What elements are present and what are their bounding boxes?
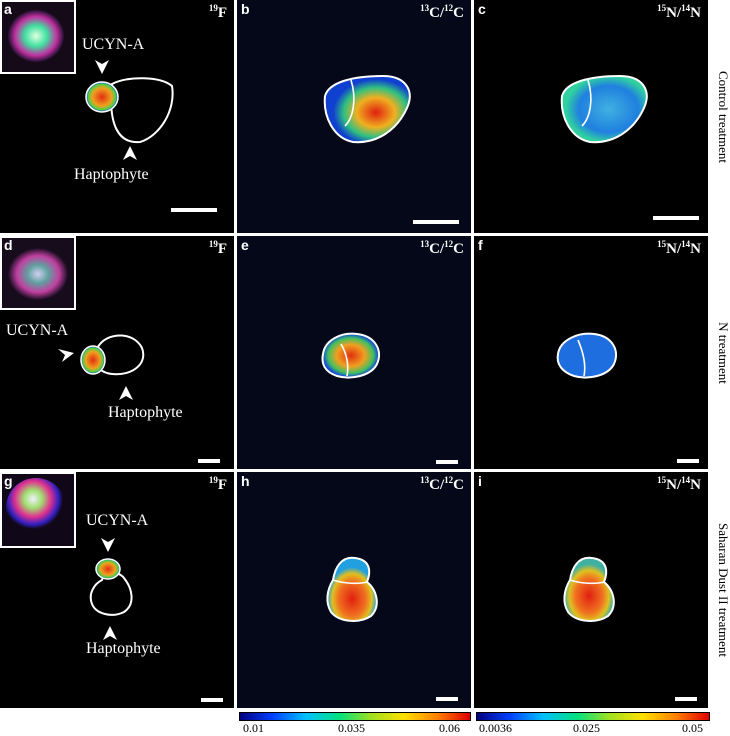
ucyn-a-cell [86,82,118,112]
ucyn-a-label: UCYN-A [86,512,149,529]
fluorescence-image-a [85,60,174,160]
panel-letter: h [241,473,250,489]
cell-outline [326,556,378,622]
scale-bar [436,697,458,701]
panel-b: b 13C/12C [237,0,471,233]
panel-h: h 13C/12C [237,472,471,708]
panel-g: g 19F UCYN-A Haptophyte [0,472,234,708]
overlay-inset-g [0,472,76,548]
colorbar-nitrogen [476,712,710,721]
cell-outline [563,556,615,622]
isotope-label: 15N/14N [657,475,701,493]
colorbar-tick: 0.05 [682,721,703,735]
colorbar-tick: 0.025 [573,721,600,735]
fluorescence-image-d [58,334,145,400]
ucyn-a-cell [95,558,121,580]
panel-letter: f [478,237,483,253]
ucyn-a-cell [80,345,106,375]
scale-bar [198,459,220,463]
haptophyte-label: Haptophyte [86,640,161,657]
haptophyte-label: Haptophyte [74,166,149,183]
nitrogen-ratio-image-i [563,556,615,622]
panel-letter: g [4,473,13,489]
panel-d: d 19F UCYN-A Haptophyte [0,236,234,469]
cell-outline [321,332,380,379]
isotope-label: 13C/12C [420,3,464,21]
arrowhead-hapto [103,626,117,640]
panel-letter: e [241,237,249,253]
carbon-ratio-image-h [326,556,378,622]
arrowhead-ucyn [95,60,109,74]
panel-letter: a [4,1,12,17]
arrowhead-hapto [119,386,133,400]
panel-c: c 15N/14N [474,0,708,233]
colorbar-carbon [239,712,471,721]
cell-outline [323,74,411,144]
row-label-saharan: Saharan Dust II treatment [716,523,730,657]
scale-bar [677,459,699,463]
arrowhead-ucyn [58,349,74,362]
row-label-control: Control treatment [716,70,730,163]
carbon-ratio-image-e [321,332,380,379]
haptophyte-label: Haptophyte [108,404,183,421]
isotope-label: 15N/14N [657,3,701,21]
scale-bar [675,697,697,701]
nitrogen-ratio-image-f [556,332,617,379]
scale-bar [436,460,458,464]
ucyn-a-label: UCYN-A [82,36,145,53]
cell-outline [556,332,617,379]
arrowhead-ucyn [101,538,115,552]
overlay-inset-a [0,0,76,74]
overlay-inset-d [0,236,76,310]
carbon-ratio-image-b [323,74,411,144]
panel-letter: d [4,237,13,253]
colorbar-tick: 0.0036 [479,721,512,735]
panel-letter: b [241,1,250,17]
isotope-label: 19F [208,3,227,21]
panel-e: e 13C/12C [237,236,471,469]
panel-letter: i [478,473,482,489]
scale-bar [413,220,459,224]
isotope-label: 13C/12C [420,475,464,493]
isotope-label: 19F [208,239,227,257]
isotope-label: 15N/14N [657,239,701,257]
panel-letter: c [478,1,486,17]
colorbar-tick: 0.035 [338,721,365,735]
nitrogen-ratio-image-c [560,74,648,144]
scale-bar [653,216,699,220]
scale-bar [171,208,217,212]
row-label-n: N treatment [716,321,730,384]
colorbar-tick: 0.01 [243,721,264,735]
scale-bar [201,698,223,702]
haptophyte-outline [110,77,174,144]
panel-i: i 15N/14N [474,472,708,708]
colorbar-tick: 0.06 [439,721,460,735]
panel-a: a 19F UCYN-A Haptophyte [0,0,234,233]
ucyn-a-label: UCYN-A [6,322,69,339]
arrowhead-hapto [123,146,137,160]
cell-outline [560,74,648,144]
panel-f: f 15N/14N [474,236,708,469]
isotope-label: 13C/12C [420,239,464,257]
fluorescence-image-g [89,538,133,640]
isotope-label: 19F [208,475,227,493]
